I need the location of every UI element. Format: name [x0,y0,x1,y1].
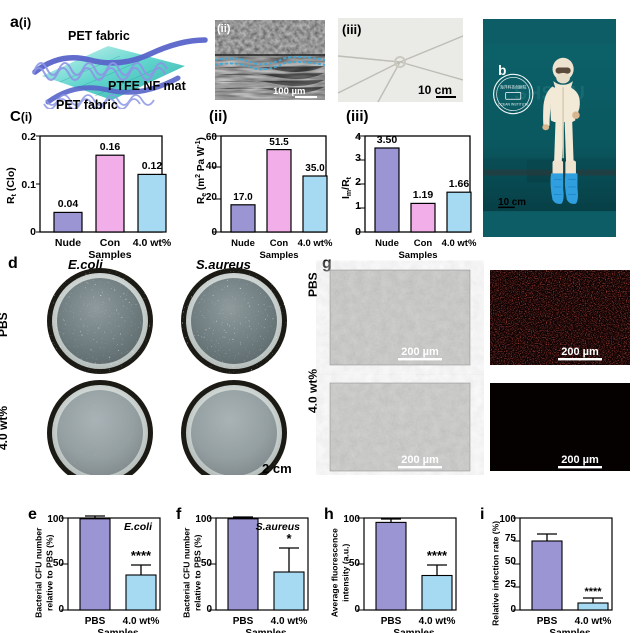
svg-text:Samples: Samples [88,249,131,261]
svg-text:(iii): (iii) [342,22,362,37]
svg-text:Im/Rt: Im/Rt [340,176,353,199]
svg-text:100 µm: 100 µm [273,86,305,97]
svg-text:0.16: 0.16 [100,141,121,153]
svg-text:Samples: Samples [245,628,287,633]
svg-text:Con: Con [270,238,289,249]
svg-text:35.0: 35.0 [305,163,325,174]
svg-text:PBS: PBS [381,616,402,627]
svg-text:75: 75 [505,533,517,544]
svg-text:Nude: Nude [231,238,255,249]
svg-text:4.0 wt%: 4.0 wt% [419,616,456,627]
svg-text:Samples: Samples [393,628,435,633]
svg-text:0.12: 0.12 [142,160,163,172]
svg-text:4.0 wt%: 4.0 wt% [298,238,333,249]
svg-text:50: 50 [505,556,517,567]
svg-text:25: 25 [505,579,517,590]
svg-text:PET fabric: PET fabric [68,29,130,43]
svg-text:2 cm: 2 cm [262,461,292,475]
svg-text:****: **** [584,586,602,598]
svg-text:0: 0 [30,226,36,238]
svg-text:4: 4 [355,131,361,143]
svg-text:Con: Con [100,237,120,249]
svg-text:51.5: 51.5 [269,137,289,148]
svg-text:60: 60 [206,132,218,143]
svg-text:100: 100 [499,514,516,525]
svg-text:PBS: PBS [85,616,106,627]
svg-text:Nude: Nude [55,237,81,249]
svg-text:Nude: Nude [375,238,399,249]
svg-text:1.66: 1.66 [449,178,470,190]
svg-text:2: 2 [355,176,361,188]
svg-text:Samples: Samples [259,250,298,261]
svg-text:4.0 wt%: 4.0 wt% [123,616,160,627]
svg-text:200 µm: 200 µm [401,346,439,358]
svg-text:PTFE NF mat: PTFE NF mat [108,79,187,93]
svg-text:100: 100 [195,514,212,525]
svg-text:4.0 wt%: 4.0 wt% [271,616,308,627]
svg-text:海洋科技创新院: 海洋科技创新院 [500,85,527,90]
svg-text:Samples: Samples [398,250,437,261]
svg-text:0.04: 0.04 [58,198,79,210]
svg-text:S.aureus: S.aureus [256,521,301,533]
svg-text:100: 100 [47,514,64,525]
svg-text:200 µm: 200 µm [561,454,599,466]
svg-text:10 cm: 10 cm [418,83,452,97]
svg-text:PBS: PBS [537,616,558,627]
svg-text:1.19: 1.19 [413,189,434,201]
svg-text:b: b [498,63,506,78]
svg-text:OCEAN INSTITUTE: OCEAN INSTITUTE [498,102,529,106]
svg-text:PET fabric: PET fabric [56,98,118,109]
svg-text:3: 3 [355,152,361,164]
svg-text:200 µm: 200 µm [401,454,439,466]
svg-text:Re (m2 Pa W-1): Re (m2 Pa W-1) [195,137,208,204]
svg-text:4.0 wt%: 4.0 wt% [133,237,172,249]
svg-text:4.0 wt%: 4.0 wt% [442,238,477,249]
svg-text:17.0: 17.0 [233,192,253,203]
svg-text:Samples: Samples [97,628,139,633]
svg-text:*: * [286,531,292,546]
svg-text:0.2: 0.2 [21,131,36,143]
svg-text:Rt (Clo): Rt (Clo) [5,167,18,204]
svg-text:E.coli: E.coli [124,521,153,533]
svg-text:****: **** [131,548,152,563]
svg-text:****: **** [427,548,448,563]
svg-text:Con: Con [414,238,433,249]
svg-text:(ii): (ii) [217,23,231,35]
svg-text:PBS: PBS [233,616,254,627]
svg-text:3.50: 3.50 [377,134,398,146]
svg-text:Samples: Samples [549,628,591,633]
svg-text:200 µm: 200 µm [561,346,599,358]
svg-text:4.0 wt%: 4.0 wt% [575,616,612,627]
svg-text:1: 1 [355,200,361,212]
svg-text:0.1: 0.1 [21,179,36,191]
svg-text:10 cm: 10 cm [498,197,526,208]
